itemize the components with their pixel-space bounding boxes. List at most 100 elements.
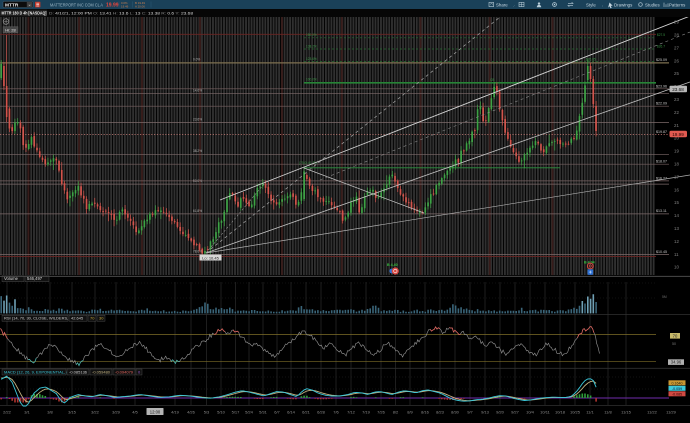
svg-text:(75.0) 61.8%: (75.0) 61.8% <box>299 161 317 165</box>
svg-text:$22.09: $22.09 <box>656 102 667 106</box>
svg-text:-0.085136: -0.085136 <box>69 369 88 374</box>
svg-text:14: 14 <box>674 213 679 218</box>
svg-text:4/19: 4/19 <box>171 410 180 415</box>
svg-text:Hi: 28: Hi: 28 <box>5 27 16 32</box>
svg-text:6/21: 6/21 <box>302 410 311 415</box>
svg-text:-0.085: -0.085 <box>672 392 682 396</box>
svg-text:23.6%: 23.6% <box>193 118 202 122</box>
svg-text:-0.059: -0.059 <box>672 387 682 391</box>
svg-text:28: 28 <box>674 33 679 38</box>
svg-text:MTTR 180 D 4h [NASDAQ]: MTTR 180 D 4h [NASDAQ] <box>2 11 48 16</box>
svg-text:34.96: 34.96 <box>671 360 682 365</box>
svg-text:78.6%: 78.6% <box>193 250 202 254</box>
svg-text:8/9: 8/9 <box>407 410 413 415</box>
svg-text:15: 15 <box>674 200 679 205</box>
svg-text:20: 20 <box>674 136 679 141</box>
svg-text:4/26: 4/26 <box>187 410 196 415</box>
svg-text:25: 25 <box>674 71 679 76</box>
svg-text:18: 18 <box>674 162 679 167</box>
svg-text:70: 70 <box>673 333 678 338</box>
svg-text:11/1: 11/1 <box>586 410 594 415</box>
svg-text:$18.07: $18.07 <box>656 160 667 164</box>
svg-text:3/15: 3/15 <box>68 410 77 415</box>
svg-text:10/11: 10/11 <box>540 410 550 415</box>
svg-text:5/31: 5/31 <box>259 410 268 415</box>
svg-text:27: 27 <box>674 45 679 50</box>
svg-text:16: 16 <box>674 187 679 192</box>
svg-text:$23.96: $23.96 <box>656 84 667 88</box>
svg-text:0: 0 <box>138 369 141 374</box>
svg-text:10/25: 10/25 <box>570 410 581 415</box>
svg-text:3/22: 3/22 <box>91 410 100 415</box>
svg-text:42.645: 42.645 <box>71 316 84 321</box>
svg-text:0.0%: 0.0% <box>193 58 200 62</box>
svg-text:10/4: 10/4 <box>526 410 535 415</box>
svg-text:9/20: 9/20 <box>496 410 505 415</box>
svg-text:$16.27: $16.27 <box>656 176 667 180</box>
svg-text:70: 70 <box>90 316 95 321</box>
svg-text:8/2: 8/2 <box>393 410 399 415</box>
svg-text:10/18: 10/18 <box>555 410 566 415</box>
svg-text:Studies: Studies <box>645 2 660 7</box>
svg-text:9/13: 9/13 <box>481 410 490 415</box>
svg-text:100.0%: 100.0% <box>306 78 317 82</box>
svg-text:Patterns: Patterns <box>669 2 686 7</box>
svg-text:19: 19 <box>674 149 679 154</box>
svg-text:123.6%: 123.6% <box>306 57 317 61</box>
svg-text:B 4,94: B 4,94 <box>584 261 595 265</box>
svg-text:21: 21 <box>674 123 679 128</box>
svg-text:6/7: 6/7 <box>274 410 280 415</box>
svg-text:Share: Share <box>496 2 508 7</box>
svg-text:11: 11 <box>674 252 679 257</box>
svg-text:38.2%: 38.2% <box>193 149 202 153</box>
svg-text:546,497: 546,497 <box>27 276 43 281</box>
svg-text:MATTERPORT INC COM CL A: MATTERPORT INC COM CL A <box>50 2 103 7</box>
svg-text:29: 29 <box>674 20 679 25</box>
svg-text:$27.5: $27.5 <box>657 33 665 37</box>
svg-text:14.6%: 14.6% <box>193 89 202 93</box>
svg-text:Lo: 10.45: Lo: 10.45 <box>202 255 219 260</box>
svg-text:138.2%: 138.2% <box>306 44 317 48</box>
svg-text:RSI (14, 70, 30, CLOSE, WILDER: RSI (14, 70, 30, CLOSE, WILDERS, no) <box>4 316 76 321</box>
svg-text:6/14: 6/14 <box>287 410 296 415</box>
svg-text:19.99: 19.99 <box>672 132 684 137</box>
svg-text:0.0%: 0.0% <box>121 1 128 5</box>
svg-text:2/22: 2/22 <box>3 410 12 415</box>
svg-text:8/30: 8/30 <box>451 410 460 415</box>
svg-text:11/15: 11/15 <box>621 410 631 415</box>
svg-text:22: 22 <box>674 110 679 115</box>
svg-text:B 4,40: B 4,40 <box>387 263 398 267</box>
svg-text:×: × <box>28 2 31 7</box>
svg-text:$25.09: $25.09 <box>656 58 667 62</box>
svg-text:23.68: 23.68 <box>672 87 684 92</box>
svg-text:13: 13 <box>674 226 679 231</box>
svg-text:A 20.06: A 20.06 <box>135 4 145 8</box>
svg-text:5/3: 5/3 <box>204 410 210 415</box>
svg-text:7/6: 7/6 <box>333 410 339 415</box>
svg-text:19.99: 19.99 <box>106 3 119 9</box>
svg-text:4/5: 4/5 <box>132 410 138 415</box>
svg-text:3/29: 3/29 <box>112 410 121 415</box>
svg-text:MTTR: MTTR <box>5 3 19 9</box>
svg-text:7/26: 7/26 <box>377 410 386 415</box>
svg-text:3/8: 3/8 <box>47 410 53 415</box>
svg-text:30: 30 <box>99 316 104 321</box>
svg-text:5/17: 5/17 <box>232 410 241 415</box>
svg-text:19.49: 19.49 <box>121 4 129 8</box>
svg-text:$13.11: $13.11 <box>656 209 667 213</box>
svg-text:6/28: 6/28 <box>317 410 326 415</box>
svg-text:Volume: Volume <box>4 276 19 281</box>
svg-text:11/8: 11/8 <box>604 410 612 415</box>
svg-text:3/1: 3/1 <box>24 410 30 415</box>
svg-text:Style: Style <box>586 2 596 7</box>
svg-text:CB: CB <box>490 78 494 82</box>
svg-text:Drawings: Drawings <box>614 2 633 7</box>
svg-text:$19.87: $19.87 <box>656 130 667 134</box>
svg-text:9/27: 9/27 <box>511 410 520 415</box>
svg-text:0.1640: 0.1640 <box>672 381 683 385</box>
svg-text:-0.059480: -0.059480 <box>92 369 111 374</box>
svg-text:$26.7: $26.7 <box>657 44 665 48</box>
svg-text:23: 23 <box>674 97 679 102</box>
svg-text:50: 50 <box>672 342 676 346</box>
svg-text:9/7: 9/7 <box>467 410 473 415</box>
